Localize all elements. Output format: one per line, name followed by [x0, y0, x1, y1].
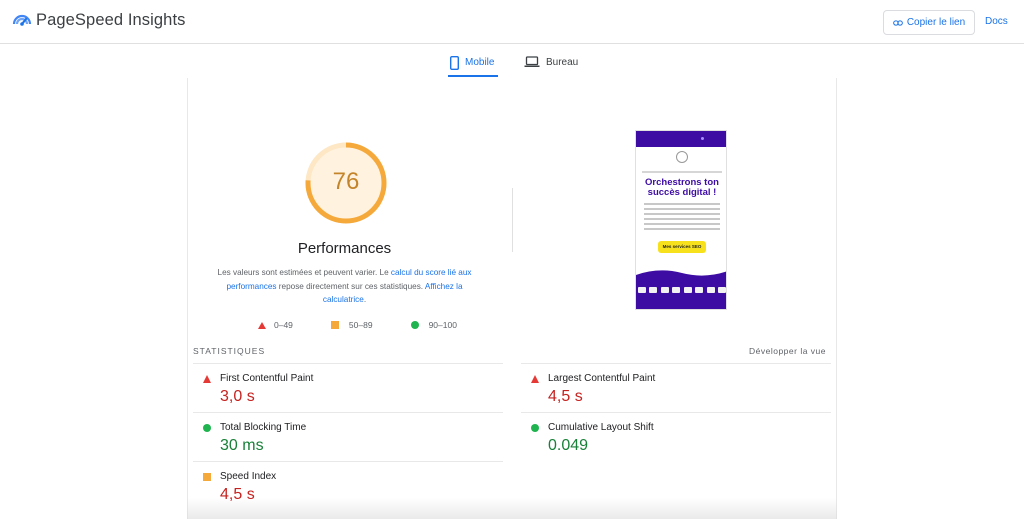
score-value: 76: [332, 168, 360, 195]
app-title: PageSpeed Insights: [36, 10, 186, 29]
vertical-divider: [512, 188, 513, 252]
preview-logo: [676, 151, 688, 163]
docs-link[interactable]: Docs: [985, 16, 1008, 27]
expand-view-link[interactable]: Développer la vue: [748, 346, 826, 356]
laptop-icon: [524, 56, 540, 67]
tab-mobile[interactable]: Mobile: [448, 50, 498, 77]
preview-cta-button: Mes services SEO: [658, 241, 706, 253]
green-circle-icon: [410, 321, 419, 329]
legend-label-poor: 0–49: [274, 320, 293, 330]
orange-square-icon: [203, 473, 211, 481]
metric-value: 30 ms: [220, 437, 264, 454]
metric-value: 4,5 s: [548, 388, 583, 405]
green-circle-icon: [531, 424, 539, 432]
smartphone-icon: [450, 55, 459, 70]
metric-lcp: Largest Contentful Paint 4,5 s: [521, 363, 831, 413]
metric-value: 0.049: [548, 437, 589, 454]
score-calculation-link[interactable]: calcul du score lié aux performances: [226, 268, 472, 291]
copy-link-button[interactable]: Copier le lien: [883, 10, 975, 35]
score-legend: 0–49 50–89 90–100: [258, 320, 495, 330]
brand[interactable]: PageSpeed Insights: [12, 10, 186, 30]
metric-tbt: Total Blocking Time 30 ms: [193, 412, 503, 462]
page-screenshot-preview: Orchestrons ton succès digital ! Mes ser…: [635, 130, 727, 310]
category-title: Performances: [297, 240, 392, 257]
metric-label: Total Blocking Time: [220, 422, 307, 433]
description-text-2: repose directement sur ces statistiques.: [276, 281, 425, 291]
legend-label-average: 50–89: [348, 320, 373, 330]
tab-desktop[interactable]: Bureau: [522, 50, 580, 74]
pagespeed-logo-icon: [12, 14, 32, 26]
bottom-fade: [187, 498, 837, 519]
preview-small-text: [642, 171, 722, 173]
preview-partner-logos: [638, 287, 726, 293]
red-triangle-icon: [258, 321, 266, 329]
link-icon: [892, 19, 903, 26]
metric-label: Speed Index: [220, 471, 277, 482]
preview-body-text: [644, 203, 720, 233]
stats-heading: STATISTIQUES: [193, 346, 266, 356]
description-text-3: .: [363, 295, 367, 304]
score-description: Les valeurs sont estimées et peuvent var…: [208, 266, 481, 307]
report-card: 76 Performances Les valeurs sont estimée…: [187, 78, 837, 519]
red-triangle-icon: [203, 375, 211, 383]
device-tabs: Mobile Bureau: [448, 50, 580, 78]
calculator-link[interactable]: Affichez la calculatrice: [322, 281, 463, 305]
preview-wave-footer: [636, 270, 726, 309]
top-bar: PageSpeed Insights Copier le lien Docs: [0, 0, 1024, 44]
legend-item-good: 90–100: [410, 320, 457, 330]
metric-fcp: First Contentful Paint 3,0 s: [193, 363, 503, 413]
tab-mobile-label: Mobile: [465, 57, 495, 68]
preview-headline: Orchestrons ton succès digital !: [645, 177, 719, 198]
metric-label: First Contentful Paint: [220, 373, 314, 384]
description-text-1: Les valeurs sont estimées et peuvent var…: [217, 268, 391, 277]
legend-item-poor: 0–49: [258, 320, 293, 330]
red-triangle-icon: [531, 375, 539, 383]
tab-desktop-label: Bureau: [546, 56, 579, 68]
orange-square-icon: [330, 321, 339, 329]
legend-item-average: 50–89: [330, 320, 373, 330]
preview-top-bar: [636, 131, 726, 147]
copy-link-label: Copier le lien: [906, 17, 966, 28]
score-gauge: [305, 142, 387, 224]
metric-label: Largest Contentful Paint: [548, 373, 656, 384]
green-circle-icon: [203, 424, 211, 432]
metric-cls: Cumulative Layout Shift 0.049: [521, 412, 831, 462]
metric-label: Cumulative Layout Shift: [548, 422, 654, 433]
legend-label-good: 90–100: [428, 320, 457, 330]
metric-value: 3,0 s: [220, 388, 255, 405]
